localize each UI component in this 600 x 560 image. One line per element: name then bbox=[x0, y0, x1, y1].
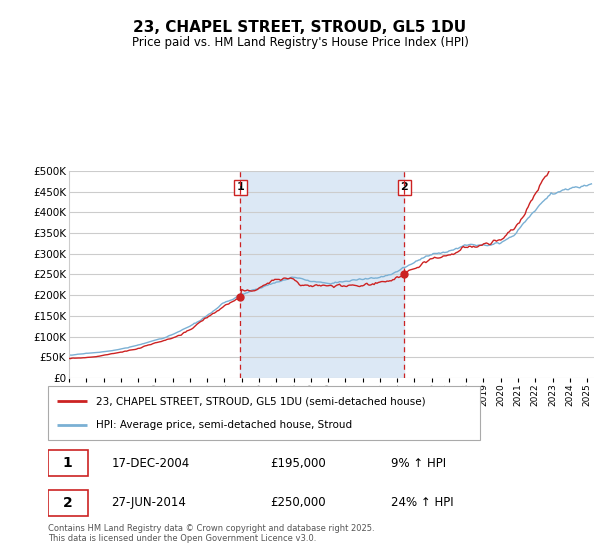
Text: 2: 2 bbox=[63, 496, 73, 510]
Text: Contains HM Land Registry data © Crown copyright and database right 2025.
This d: Contains HM Land Registry data © Crown c… bbox=[48, 524, 374, 543]
Text: 27-JUN-2014: 27-JUN-2014 bbox=[112, 496, 186, 509]
Text: 23, CHAPEL STREET, STROUD, GL5 1DU (semi-detached house): 23, CHAPEL STREET, STROUD, GL5 1DU (semi… bbox=[95, 396, 425, 407]
FancyBboxPatch shape bbox=[48, 386, 480, 440]
FancyBboxPatch shape bbox=[48, 489, 88, 516]
Text: 9% ↑ HPI: 9% ↑ HPI bbox=[391, 457, 446, 470]
Text: £250,000: £250,000 bbox=[270, 496, 325, 509]
Text: 24% ↑ HPI: 24% ↑ HPI bbox=[391, 496, 454, 509]
Bar bbox=[240, 171, 404, 378]
Text: Price paid vs. HM Land Registry's House Price Index (HPI): Price paid vs. HM Land Registry's House … bbox=[131, 36, 469, 49]
FancyBboxPatch shape bbox=[48, 450, 88, 477]
Text: 1: 1 bbox=[236, 183, 244, 193]
Text: 2: 2 bbox=[400, 183, 408, 193]
Text: 1: 1 bbox=[63, 456, 73, 470]
Text: 17-DEC-2004: 17-DEC-2004 bbox=[112, 457, 190, 470]
Text: HPI: Average price, semi-detached house, Stroud: HPI: Average price, semi-detached house,… bbox=[95, 419, 352, 430]
Text: 23, CHAPEL STREET, STROUD, GL5 1DU: 23, CHAPEL STREET, STROUD, GL5 1DU bbox=[133, 20, 467, 35]
Text: £195,000: £195,000 bbox=[270, 457, 326, 470]
